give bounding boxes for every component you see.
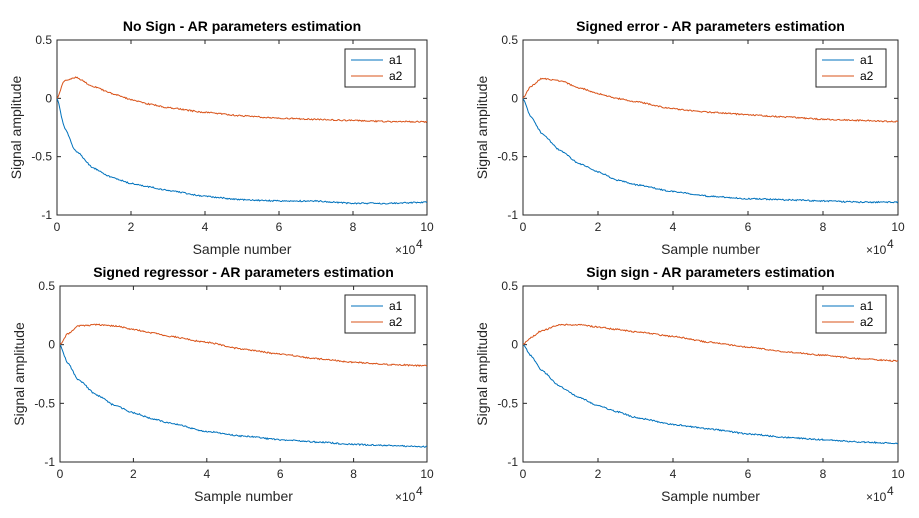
x-tick-label: 10 bbox=[891, 467, 905, 481]
x-exponent-power: 4 bbox=[416, 237, 423, 251]
x-axis-label: Sample number bbox=[661, 488, 760, 504]
x-axis-label: Sample number bbox=[193, 241, 292, 257]
x-tick-label: 4 bbox=[202, 220, 209, 234]
x-tick-label: 8 bbox=[820, 220, 827, 234]
x-tick-label: 2 bbox=[595, 467, 602, 481]
y-tick-label: 0 bbox=[45, 91, 52, 105]
legend-label-a2: a2 bbox=[860, 69, 874, 83]
y-tick-label: 0.5 bbox=[35, 33, 52, 47]
legend-box bbox=[815, 48, 887, 88]
legend-label-a1: a1 bbox=[860, 53, 874, 67]
x-exponent-power: 4 bbox=[887, 237, 894, 251]
y-axis-label: Signal amplitude bbox=[474, 76, 490, 180]
x-exponent-power: 4 bbox=[887, 484, 894, 498]
series-line-a1 bbox=[523, 344, 898, 445]
x-tick-label: 0 bbox=[54, 220, 61, 234]
x-tick-label: 8 bbox=[350, 220, 357, 234]
legend-box bbox=[344, 294, 416, 334]
series-line-a1 bbox=[523, 98, 898, 204]
x-tick-label: 0 bbox=[520, 467, 527, 481]
subplot-3: Signed regressor - AR parameters estimat… bbox=[11, 264, 434, 504]
y-tick-label: 0.5 bbox=[501, 279, 518, 293]
x-axis-label: Sample number bbox=[194, 488, 293, 504]
legend-label-a1: a1 bbox=[389, 299, 403, 313]
y-tick-label: -1 bbox=[507, 455, 518, 469]
subplot-1: No Sign - AR parameters estimation 0.5 0 -0… bbox=[8, 18, 434, 257]
x-tick-label: 0 bbox=[520, 220, 527, 234]
y-tick-label: -1 bbox=[44, 455, 55, 469]
y-tick-label: -0.5 bbox=[497, 150, 518, 164]
series-line-a1 bbox=[57, 98, 427, 205]
x-tick-label: 2 bbox=[595, 220, 602, 234]
x-exponent-power: 4 bbox=[416, 484, 423, 498]
legend-label-a1: a1 bbox=[860, 299, 874, 313]
legend-label-a2: a2 bbox=[389, 315, 403, 329]
y-tick-label: 0 bbox=[511, 338, 518, 352]
legend-label-a2: a2 bbox=[860, 315, 874, 329]
x-tick-label: 10 bbox=[891, 220, 905, 234]
y-axis-label: Signal amplitude bbox=[474, 322, 490, 426]
x-tick-label: 2 bbox=[130, 467, 137, 481]
chart-title: Sign sign - AR parameters estimation bbox=[586, 264, 834, 280]
chart-title: No Sign - AR parameters estimation bbox=[123, 18, 361, 34]
y-tick-label: 0.5 bbox=[501, 33, 518, 47]
y-tick-label: -1 bbox=[507, 208, 518, 222]
y-tick-label: -1 bbox=[41, 208, 52, 222]
x-tick-label: 10 bbox=[420, 220, 434, 234]
x-tick-label: 4 bbox=[203, 467, 210, 481]
x-tick-label: 2 bbox=[128, 220, 135, 234]
y-axis-label: Signal amplitude bbox=[8, 76, 24, 180]
y-tick-label: 0 bbox=[48, 338, 55, 352]
y-tick-label: -0.5 bbox=[31, 150, 52, 164]
y-axis-label: Signal amplitude bbox=[11, 322, 27, 426]
series-line-a2 bbox=[60, 323, 427, 368]
x-tick-label: 4 bbox=[670, 220, 677, 234]
legend-label-a1: a1 bbox=[389, 53, 403, 67]
chart-title: Signed error - AR parameters estimation bbox=[576, 18, 845, 34]
y-tick-label: -0.5 bbox=[34, 396, 55, 410]
chart-title: Signed regressor - AR parameters estimat… bbox=[93, 264, 394, 280]
x-tick-label: 6 bbox=[745, 467, 752, 481]
series-line-a1 bbox=[60, 344, 427, 448]
series-line-a2 bbox=[523, 77, 898, 123]
x-axis-label: Sample number bbox=[661, 241, 760, 257]
legend-box bbox=[815, 294, 887, 334]
subplot-4: Sign sign - AR parameters estimation 0.5 0… bbox=[474, 264, 905, 504]
y-tick-label: 0 bbox=[511, 91, 518, 105]
x-exponent-base: ×10 bbox=[866, 490, 887, 504]
x-exponent-base: ×10 bbox=[395, 490, 416, 504]
x-tick-label: 6 bbox=[277, 467, 284, 481]
legend-label-a2: a2 bbox=[389, 69, 403, 83]
series-line-a2 bbox=[523, 323, 898, 363]
x-tick-label: 6 bbox=[276, 220, 283, 234]
series-line-a2 bbox=[57, 76, 427, 124]
y-tick-label: -0.5 bbox=[497, 396, 518, 410]
x-tick-label: 6 bbox=[745, 220, 752, 234]
subplot-2: Signed error - AR parameters estimation 0… bbox=[474, 18, 905, 257]
x-tick-label: 10 bbox=[420, 467, 434, 481]
x-exponent-base: ×10 bbox=[395, 243, 416, 257]
x-exponent-base: ×10 bbox=[866, 243, 887, 257]
y-tick-label: 0.5 bbox=[38, 279, 55, 293]
x-tick-label: 8 bbox=[820, 467, 827, 481]
x-tick-label: 4 bbox=[670, 467, 677, 481]
x-tick-label: 8 bbox=[350, 467, 357, 481]
x-tick-label: 0 bbox=[57, 467, 64, 481]
legend-box bbox=[344, 48, 416, 88]
